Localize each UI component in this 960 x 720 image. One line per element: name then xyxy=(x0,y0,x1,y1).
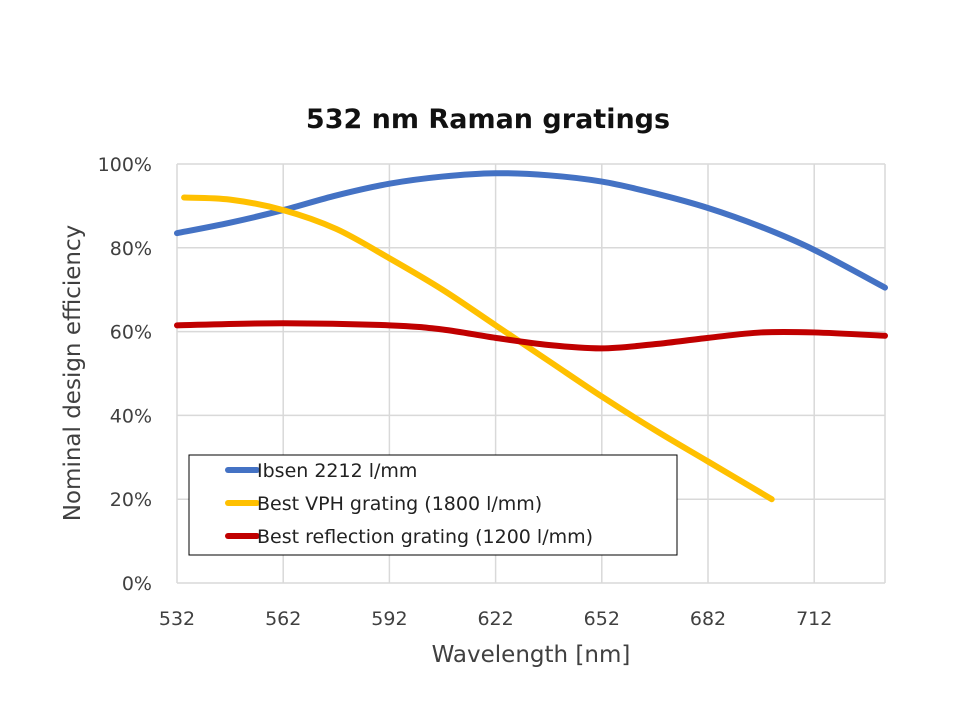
legend-label: Ibsen 2212 l/mm xyxy=(257,460,417,482)
x-tick-label: 562 xyxy=(265,608,301,630)
y-tick-label: 0% xyxy=(122,573,152,595)
y-tick-label: 60% xyxy=(110,322,152,344)
legend-label: Best VPH grating (1800 l/mm) xyxy=(257,493,542,515)
chart-title: 532 nm Raman gratings xyxy=(306,104,670,135)
y-tick-label: 100% xyxy=(98,154,152,176)
x-axis-label: Wavelength [nm] xyxy=(432,642,631,668)
x-tick-label: 592 xyxy=(371,608,407,630)
series-line-1 xyxy=(181,194,775,503)
y-axis-label: Nominal design efficiency xyxy=(60,225,86,521)
y-tick-label: 40% xyxy=(110,405,152,427)
y-tick-label: 80% xyxy=(110,238,152,260)
x-tick-label: 532 xyxy=(159,608,195,630)
legend-label: Best reflection grating (1200 l/mm) xyxy=(257,526,593,548)
x-tick-label: 682 xyxy=(690,608,726,630)
legend-box xyxy=(188,454,678,556)
y-tick-label: 20% xyxy=(110,489,152,511)
x-tick-label: 712 xyxy=(796,608,832,630)
x-tick-label: 622 xyxy=(477,608,513,630)
legend: Ibsen 2212 l/mm Best VPH grating (1800 l/… xyxy=(188,454,678,556)
series-line-2 xyxy=(174,320,888,352)
x-tick-label: 652 xyxy=(584,608,620,630)
